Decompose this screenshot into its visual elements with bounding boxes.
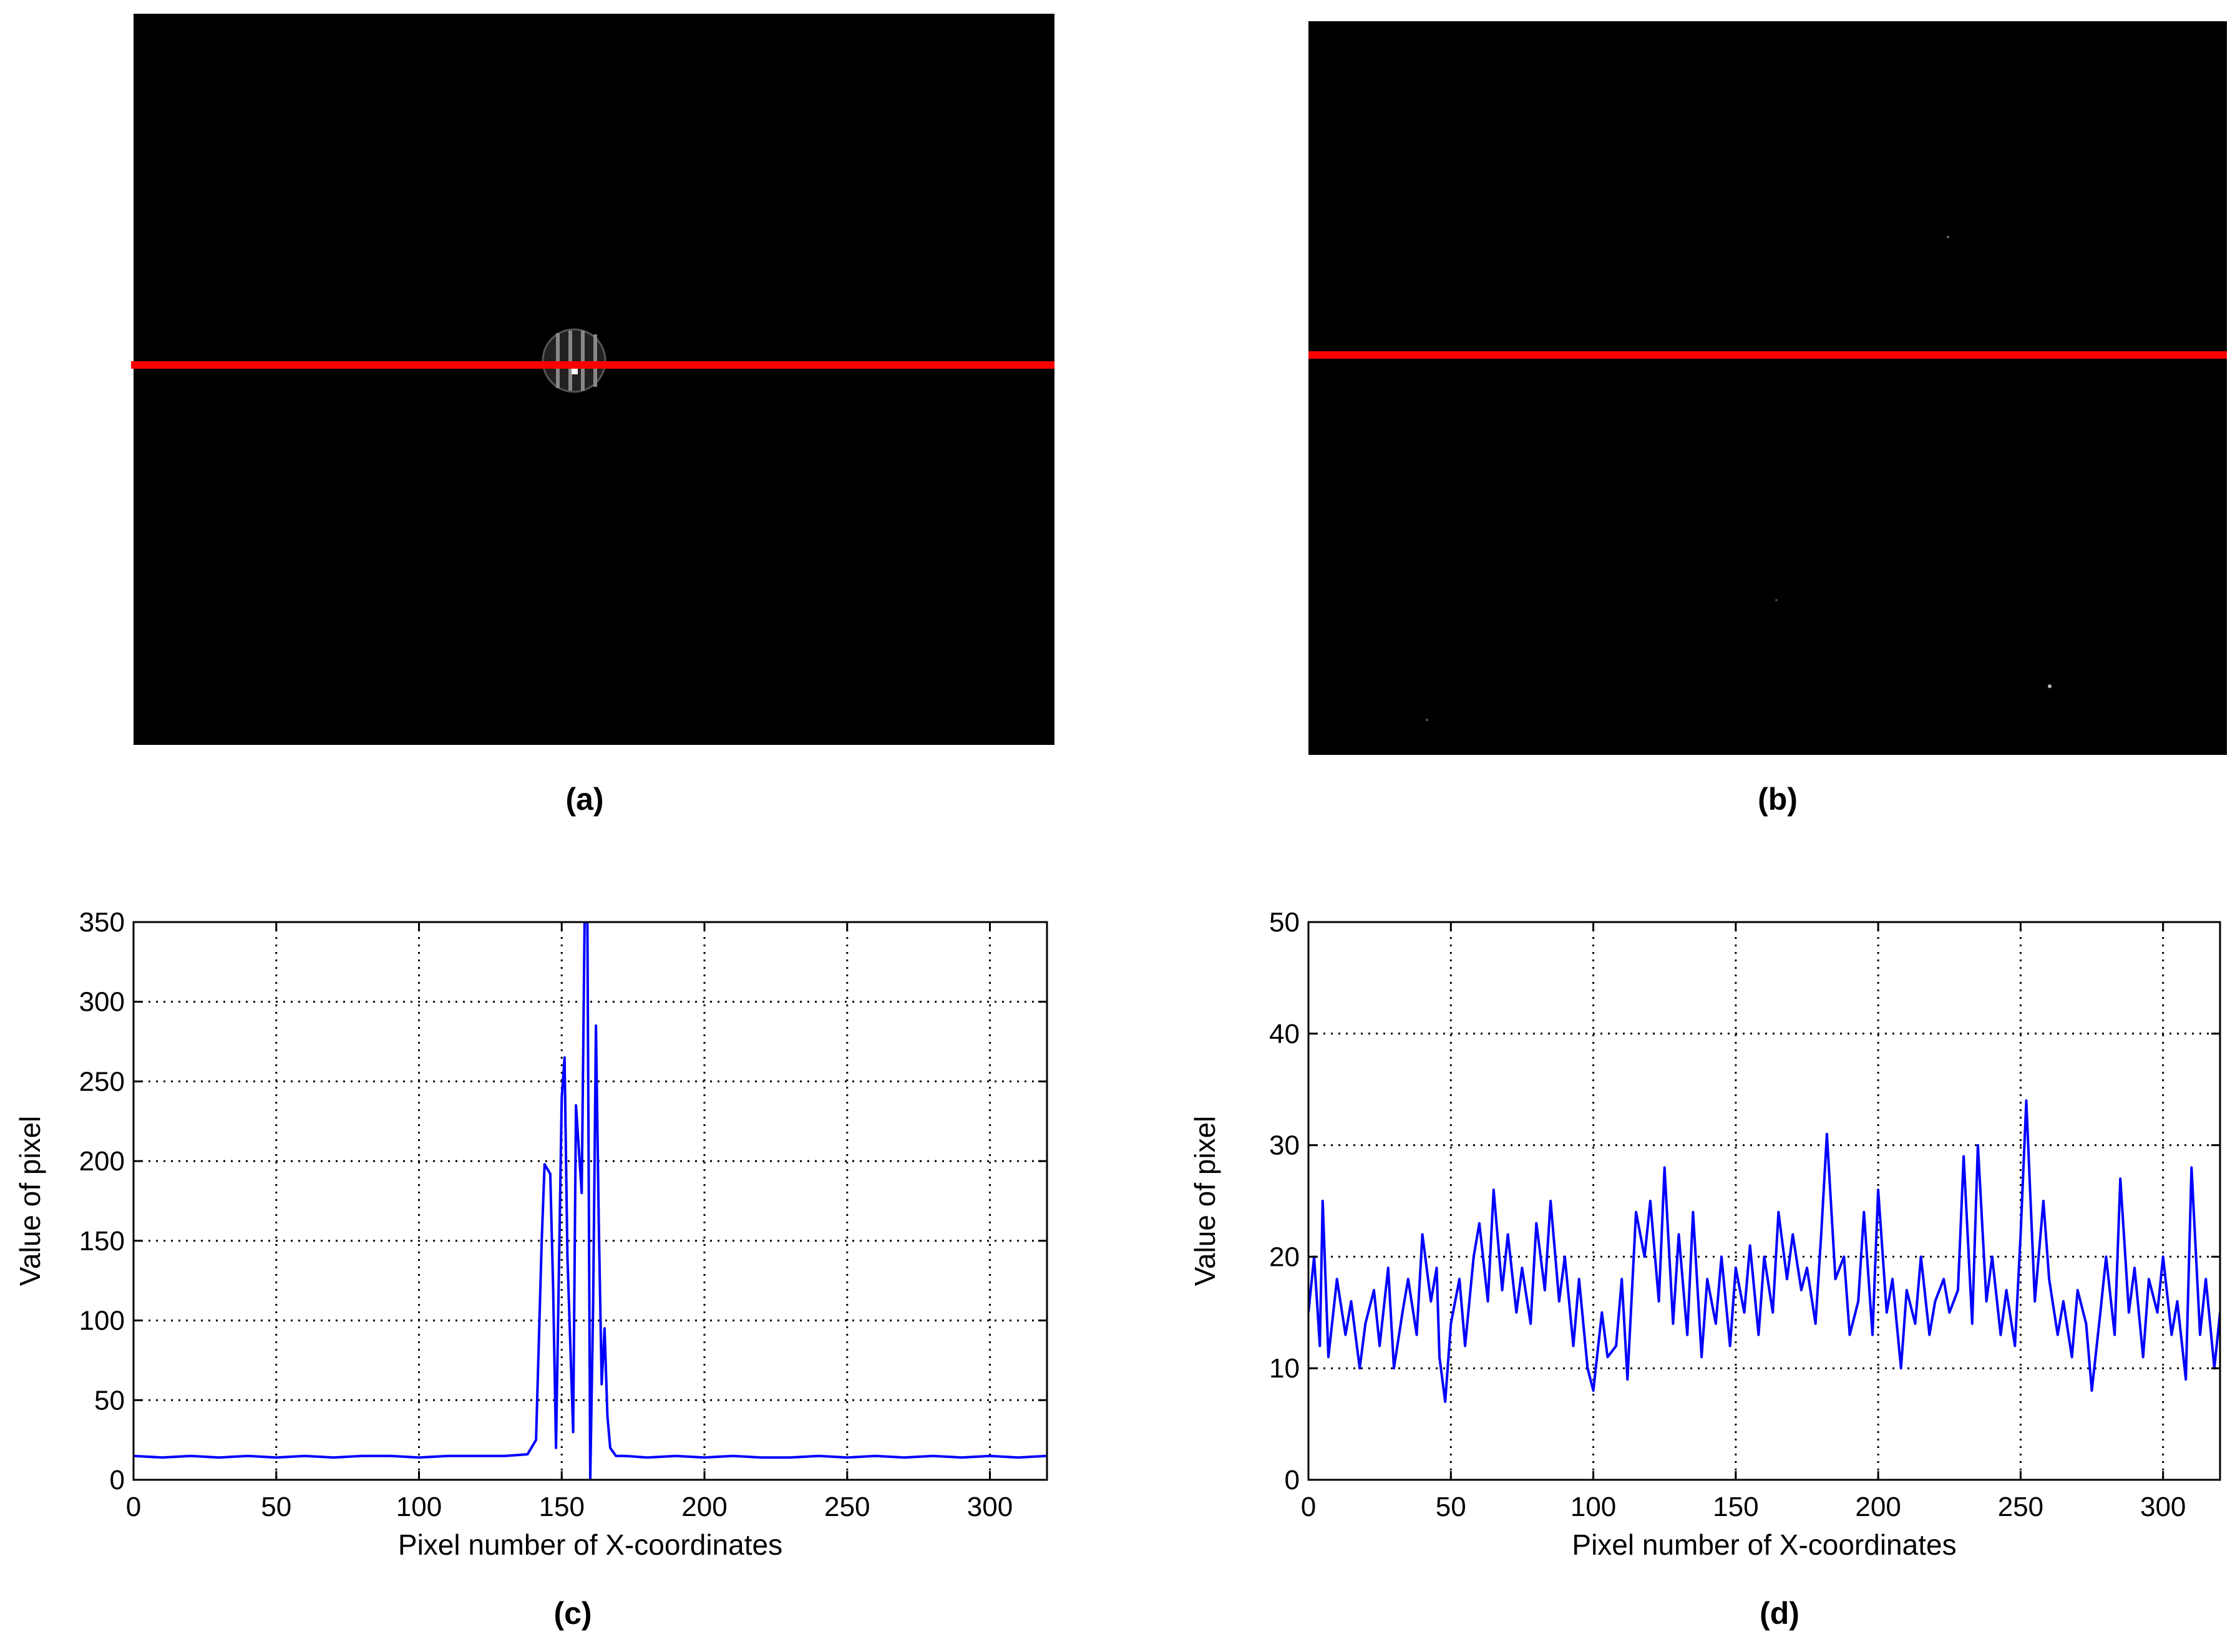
- x-tick-label: 100: [396, 1492, 442, 1522]
- chart-d: 0 50 100 150 200 250 300 0 10 20 30 40 50 Pixel numbe…: [1189, 907, 2221, 1561]
- x-axis-label: Pixel number of X-coordinates: [398, 1528, 782, 1561]
- x-tick-label: 150: [1713, 1492, 1758, 1522]
- image-panel-a: [131, 14, 1054, 745]
- x-tick-label: 250: [1998, 1492, 2043, 1522]
- image-b-drawing: [1426, 236, 2052, 721]
- y-tick-label: 200: [79, 1146, 125, 1177]
- y-tick-label: 350: [79, 907, 125, 938]
- y-tick-label: 50: [1269, 907, 1300, 938]
- axes-frame: [1307, 921, 2221, 1481]
- x-tick-label: 0: [1301, 1492, 1316, 1522]
- y-tick-label: 150: [79, 1226, 125, 1256]
- y-tick-label: 40: [1269, 1019, 1300, 1049]
- caption-a: (a): [565, 782, 604, 817]
- x-axis-label: Pixel number of X-coordinates: [1572, 1528, 1956, 1561]
- x-tick-label: 300: [967, 1492, 1013, 1522]
- fringe-stripes: [556, 331, 597, 391]
- y-tick-label: 20: [1269, 1241, 1300, 1272]
- y-tick-label: 300: [79, 987, 125, 1018]
- chart-c: 0 50 100 150 200 250 300 0 50 100 150 200 250 300 350 P…: [14, 907, 1048, 1561]
- caption-c: (c): [553, 1596, 592, 1631]
- x-tick-label: 50: [261, 1492, 291, 1522]
- y-tick-label: 0: [1285, 1465, 1300, 1495]
- y-tick-label: 10: [1269, 1353, 1300, 1384]
- series-line: [1308, 1099, 2220, 1403]
- series-line: [134, 922, 1047, 1480]
- y-tick-label: 100: [79, 1306, 125, 1336]
- profile-line-b: [1308, 351, 2227, 359]
- fringe-highlight: [572, 368, 578, 374]
- caption-d: (d): [1760, 1596, 1799, 1631]
- x-tick-label: 100: [1570, 1492, 1616, 1522]
- x-tick-label: 300: [2140, 1492, 2186, 1522]
- image-a-drawing: [542, 328, 606, 393]
- y-tick-label: 0: [110, 1465, 125, 1495]
- caption-b: (b): [1758, 782, 1798, 817]
- x-tick-label: 150: [539, 1492, 585, 1522]
- x-tick-label: 250: [824, 1492, 870, 1522]
- x-tick-label: 200: [681, 1492, 727, 1522]
- axes-frame: [132, 921, 1048, 1481]
- x-tick-label: 200: [1855, 1492, 1901, 1522]
- x-tick-label: 50: [1436, 1492, 1466, 1522]
- y-tick-label: 50: [94, 1385, 125, 1416]
- plot-area: [1308, 922, 2220, 1480]
- noise-speck: [2048, 684, 2052, 688]
- profile-line-a: [131, 361, 1054, 369]
- y-axis-label: Value of pixel: [14, 1116, 46, 1286]
- noise-speck: [1775, 599, 1778, 601]
- image-panel-b: [1308, 21, 2227, 755]
- noise-speck: [1947, 236, 1949, 238]
- x-tick-label: 0: [126, 1492, 141, 1522]
- y-tick-label: 250: [79, 1066, 125, 1097]
- noise-speck: [1426, 719, 1428, 721]
- y-axis-label: Value of pixel: [1189, 1116, 1221, 1286]
- y-tick-label: 30: [1269, 1130, 1300, 1161]
